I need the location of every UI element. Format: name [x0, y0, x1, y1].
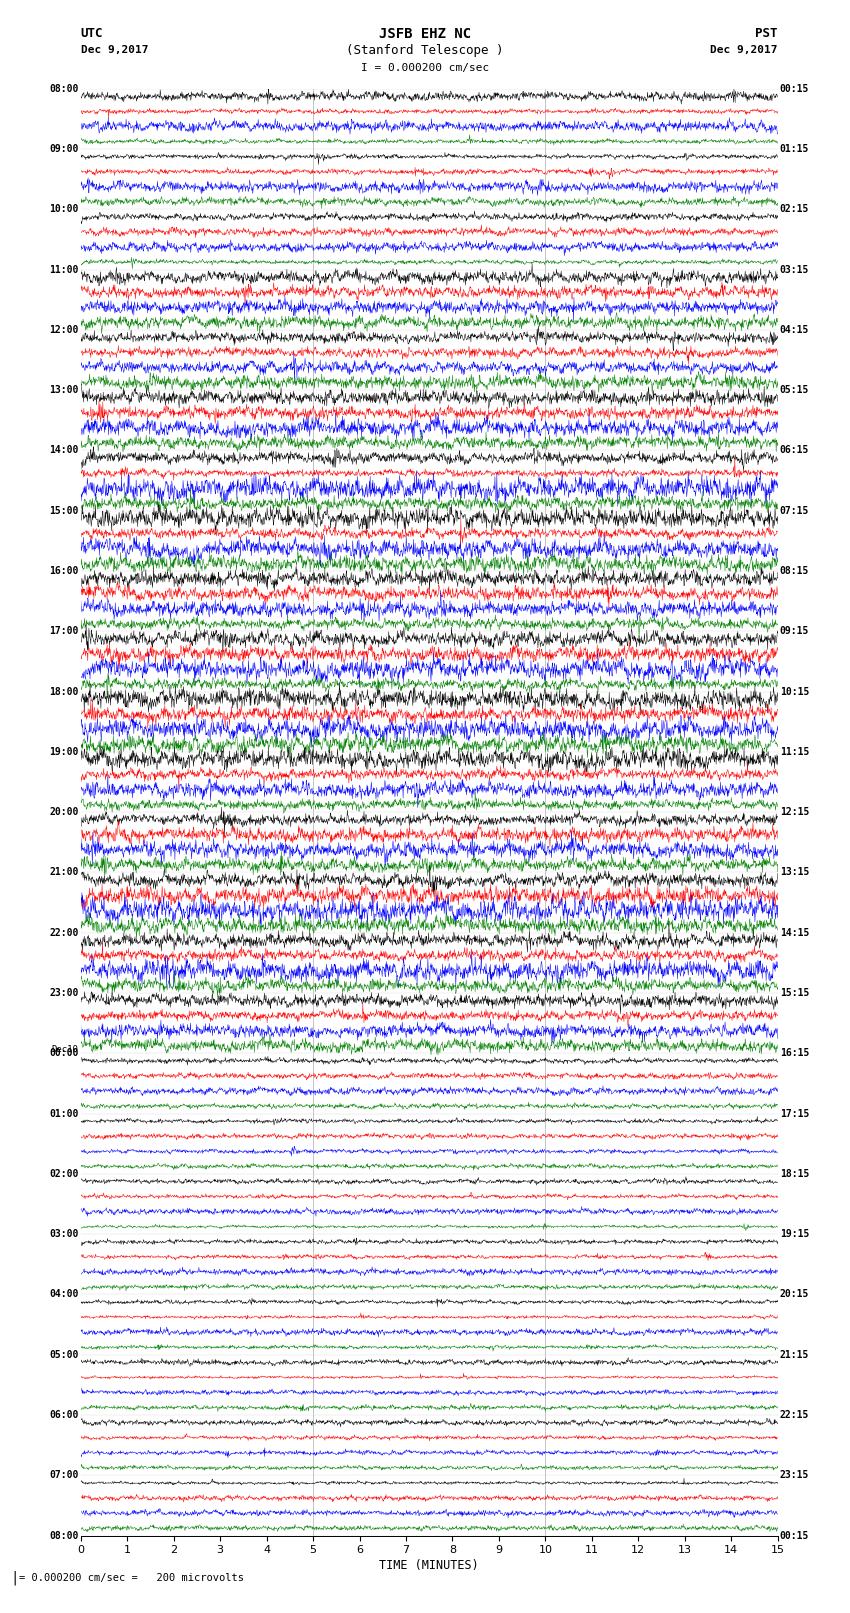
- Text: 19:15: 19:15: [779, 1229, 809, 1239]
- Text: 09:15: 09:15: [779, 626, 809, 636]
- Text: 22:15: 22:15: [779, 1410, 809, 1419]
- Text: 00:15: 00:15: [779, 1531, 809, 1540]
- Text: 08:00: 08:00: [49, 84, 79, 94]
- Text: 01:00: 01:00: [49, 1108, 79, 1118]
- Text: 12:15: 12:15: [779, 806, 809, 818]
- Text: 02:00: 02:00: [49, 1169, 79, 1179]
- Text: 14:00: 14:00: [49, 445, 79, 455]
- Text: JSFB EHZ NC: JSFB EHZ NC: [379, 27, 471, 40]
- Text: 12:00: 12:00: [49, 324, 79, 336]
- Text: 00:15: 00:15: [779, 84, 809, 94]
- Text: PST: PST: [756, 27, 778, 40]
- Text: 18:15: 18:15: [779, 1169, 809, 1179]
- Text: 05:15: 05:15: [779, 386, 809, 395]
- Text: 07:15: 07:15: [779, 506, 809, 516]
- Text: 20:00: 20:00: [49, 806, 79, 818]
- Text: 19:00: 19:00: [49, 747, 79, 756]
- Text: 13:15: 13:15: [779, 868, 809, 877]
- Text: 10:00: 10:00: [49, 205, 79, 215]
- Text: 16:15: 16:15: [779, 1048, 809, 1058]
- Text: 22:00: 22:00: [49, 927, 79, 937]
- Text: 08:00: 08:00: [49, 1531, 79, 1540]
- Text: 09:00: 09:00: [49, 144, 79, 153]
- Text: 18:00: 18:00: [49, 687, 79, 697]
- Text: 23:15: 23:15: [779, 1471, 809, 1481]
- Text: I = 0.000200 cm/sec: I = 0.000200 cm/sec: [361, 63, 489, 73]
- Text: 07:00: 07:00: [49, 1471, 79, 1481]
- Text: 13:00: 13:00: [49, 386, 79, 395]
- Text: 17:00: 17:00: [49, 626, 79, 636]
- Text: 16:00: 16:00: [49, 566, 79, 576]
- Text: |: |: [10, 1571, 19, 1584]
- Text: (Stanford Telescope ): (Stanford Telescope ): [346, 44, 504, 56]
- Text: Dec 9,2017: Dec 9,2017: [711, 45, 778, 55]
- Text: 21:15: 21:15: [779, 1350, 809, 1360]
- Text: 01:15: 01:15: [779, 144, 809, 153]
- Text: 03:00: 03:00: [49, 1229, 79, 1239]
- X-axis label: TIME (MINUTES): TIME (MINUTES): [379, 1560, 479, 1573]
- Text: 03:15: 03:15: [779, 265, 809, 274]
- Text: = 0.000200 cm/sec =   200 microvolts: = 0.000200 cm/sec = 200 microvolts: [19, 1573, 244, 1582]
- Text: 02:15: 02:15: [779, 205, 809, 215]
- Text: 21:00: 21:00: [49, 868, 79, 877]
- Text: 04:15: 04:15: [779, 324, 809, 336]
- Text: 20:15: 20:15: [779, 1289, 809, 1300]
- Text: 15:00: 15:00: [49, 506, 79, 516]
- Text: UTC: UTC: [81, 27, 103, 40]
- Text: 14:15: 14:15: [779, 927, 809, 937]
- Text: 04:00: 04:00: [49, 1289, 79, 1300]
- Text: 15:15: 15:15: [779, 989, 809, 998]
- Text: Dec10: Dec10: [52, 1045, 79, 1053]
- Text: 23:00: 23:00: [49, 989, 79, 998]
- Text: 06:15: 06:15: [779, 445, 809, 455]
- Text: 06:00: 06:00: [49, 1410, 79, 1419]
- Text: 00:00: 00:00: [49, 1048, 79, 1058]
- Text: 05:00: 05:00: [49, 1350, 79, 1360]
- Text: 11:00: 11:00: [49, 265, 79, 274]
- Text: 11:15: 11:15: [779, 747, 809, 756]
- Text: 08:15: 08:15: [779, 566, 809, 576]
- Text: 10:15: 10:15: [779, 687, 809, 697]
- Text: Dec 9,2017: Dec 9,2017: [81, 45, 148, 55]
- Text: 17:15: 17:15: [779, 1108, 809, 1118]
